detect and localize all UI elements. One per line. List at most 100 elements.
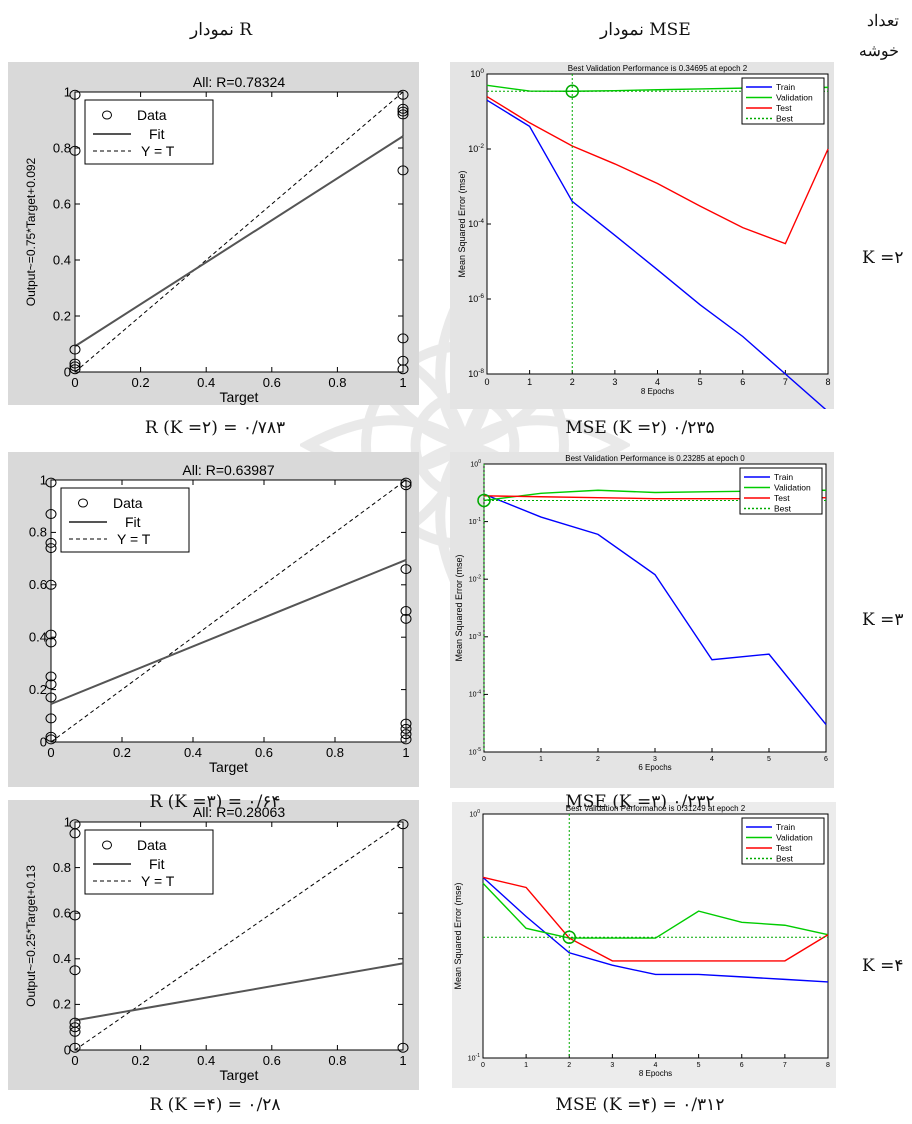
best-marker bbox=[565, 84, 579, 98]
legend-label: Data bbox=[113, 495, 143, 511]
data-point bbox=[69, 1022, 81, 1033]
identity-line bbox=[50, 479, 407, 743]
x-tick-label: 0 bbox=[71, 375, 78, 390]
x-tick-label: 0.2 bbox=[132, 1053, 150, 1068]
y-tick-label: 10-5 bbox=[469, 747, 481, 756]
identity-line bbox=[74, 91, 404, 373]
x-tick-label: 0.6 bbox=[263, 1053, 281, 1068]
data-point bbox=[397, 819, 409, 830]
r-plot-panel-k2: All: R=0.78324 0 0.2 0.4 0.6 0.8 1 0 0.2 0.4 0.6 0.… bbox=[8, 62, 419, 405]
header-mse-plot: نمودار MSE bbox=[600, 20, 691, 40]
legend-label: Best bbox=[776, 114, 794, 124]
row-label-k3: K =۳ bbox=[862, 610, 904, 630]
y-tick-label: 10-2 bbox=[469, 574, 481, 583]
fit-line bbox=[74, 962, 404, 1022]
best-marker bbox=[562, 930, 576, 945]
data-point bbox=[397, 333, 409, 344]
legend-box bbox=[741, 77, 825, 125]
r-caption-k3: R (K =۳) = ۰/۶۴ bbox=[149, 792, 281, 812]
r-regression-chart-k3: All: R=0.63987 0 0.2 0.4 0.6 0.8 1 0 0.2 0.4 0.6 0.… bbox=[29, 462, 412, 775]
x-tick-label: 5 bbox=[697, 1062, 701, 1069]
chart-title: Best Validation Performance is 0.31249 a… bbox=[566, 804, 746, 813]
x-tick-label: 1 bbox=[399, 375, 406, 390]
chart-title: All: R=0.28063 bbox=[193, 804, 285, 820]
legend-label: Validation bbox=[776, 93, 813, 103]
x-tick-label: 0 bbox=[71, 1053, 78, 1068]
x-tick-label: 5 bbox=[698, 377, 703, 387]
data-point bbox=[397, 109, 409, 120]
y-tick-label: 0.8 bbox=[53, 140, 71, 155]
data-point bbox=[400, 723, 412, 734]
best-marker bbox=[477, 493, 491, 508]
x-tick-label: 6 bbox=[740, 377, 745, 387]
y-tick-label: 0.6 bbox=[53, 196, 71, 211]
header-clusters: تعداد خوشه bbox=[858, 11, 899, 60]
mse-performance-chart-k3: Best Validation Performance is 0.23285 a… bbox=[454, 454, 828, 772]
x-tick-label: 1 bbox=[524, 1062, 528, 1069]
data-point bbox=[45, 537, 57, 548]
r-plot-panel-k3: All: R=0.63987 0 0.2 0.4 0.6 0.8 1 0 0.2 0.4 0.6 0.… bbox=[8, 452, 419, 787]
y-tick-label: 0.6 bbox=[53, 906, 71, 921]
series-line-test bbox=[486, 95, 829, 245]
y-tick-label: 0.6 bbox=[29, 577, 47, 592]
identity-line bbox=[74, 821, 404, 1051]
legend-label: Fit bbox=[125, 514, 141, 530]
data-point bbox=[400, 613, 412, 624]
x-tick-label: 0.6 bbox=[263, 375, 281, 390]
x-tick-label: 6 bbox=[824, 756, 828, 763]
x-axis-label: Target bbox=[209, 759, 248, 775]
x-axis-label: 6 Epochs bbox=[638, 763, 671, 772]
mse-caption-k3: MSE (K =۳) ۰/۲۳۲ bbox=[565, 792, 715, 812]
data-point bbox=[400, 718, 412, 729]
data-point bbox=[400, 729, 412, 740]
chart-title: All: R=0.63987 bbox=[182, 462, 274, 478]
y-axis-label: Output~=0.75*Target+0.092 bbox=[24, 157, 38, 306]
data-point bbox=[69, 145, 81, 156]
mse-plot-panel-k4: Best Validation Performance is 0.31249 a… bbox=[452, 802, 836, 1088]
legend-label: Y = T bbox=[117, 531, 151, 547]
data-point bbox=[45, 692, 57, 703]
legend-label: Train bbox=[774, 472, 793, 482]
legend-label: Fit bbox=[149, 856, 165, 872]
r-caption-k2: R (K =۲) = ۰/۷۸۳ bbox=[144, 418, 286, 438]
fit-line bbox=[50, 558, 407, 705]
data-point bbox=[69, 358, 81, 369]
x-tick-label: 0.6 bbox=[255, 745, 273, 760]
legend-marker-data bbox=[78, 498, 88, 508]
r-plot-panel-k4: All: R=0.28063 0 0.2 0.4 0.6 0.8 1 0 0.2 0.4 0.6 0.… bbox=[8, 800, 419, 1090]
data-point bbox=[45, 629, 57, 640]
y-tick-label: 0.4 bbox=[29, 630, 47, 645]
y-tick-label: 1 bbox=[64, 84, 71, 99]
x-axis-label: 8 Epochs bbox=[639, 1069, 672, 1078]
x-tick-label: 8 bbox=[826, 1062, 830, 1069]
data-point bbox=[397, 355, 409, 366]
y-axis-label: Mean Squared Error (mse) bbox=[454, 554, 464, 661]
legend-label: Data bbox=[137, 107, 167, 123]
x-tick-label: 2 bbox=[567, 1062, 571, 1069]
data-point bbox=[45, 637, 57, 648]
x-tick-label: 2 bbox=[596, 756, 600, 763]
y-tick-label: 10-2 bbox=[468, 143, 484, 154]
y-tick-label: 100 bbox=[469, 809, 480, 818]
series-line-test bbox=[482, 876, 829, 962]
data-point bbox=[400, 606, 412, 616]
r-regression-chart-k2: All: R=0.78324 0 0.2 0.4 0.6 0.8 1 0 0.2 0.4 0.6 0.… bbox=[24, 74, 409, 405]
chart-title: Best Validation Performance is 0.34695 a… bbox=[568, 64, 748, 73]
x-tick-label: 0 bbox=[47, 745, 54, 760]
data-point bbox=[69, 965, 81, 976]
series-line-train bbox=[483, 493, 827, 725]
legend-marker-data bbox=[102, 840, 112, 850]
legend-label: Y = T bbox=[141, 873, 175, 889]
series-line-train bbox=[482, 876, 829, 983]
x-tick-label: 0.8 bbox=[326, 745, 344, 760]
x-axis-label: Target bbox=[220, 1067, 259, 1083]
y-tick-label: 0.8 bbox=[53, 860, 71, 875]
y-tick-label: 10-1 bbox=[468, 1053, 480, 1062]
y-tick-label: 1 bbox=[64, 814, 71, 829]
mse-performance-chart-k4: Best Validation Performance is 0.31249 a… bbox=[453, 804, 830, 1078]
x-tick-label: 2 bbox=[570, 377, 575, 387]
data-point bbox=[397, 364, 409, 375]
y-tick-label: 0.2 bbox=[53, 997, 71, 1012]
x-tick-label: 0.8 bbox=[328, 1053, 346, 1068]
y-tick-label: 100 bbox=[470, 459, 481, 468]
